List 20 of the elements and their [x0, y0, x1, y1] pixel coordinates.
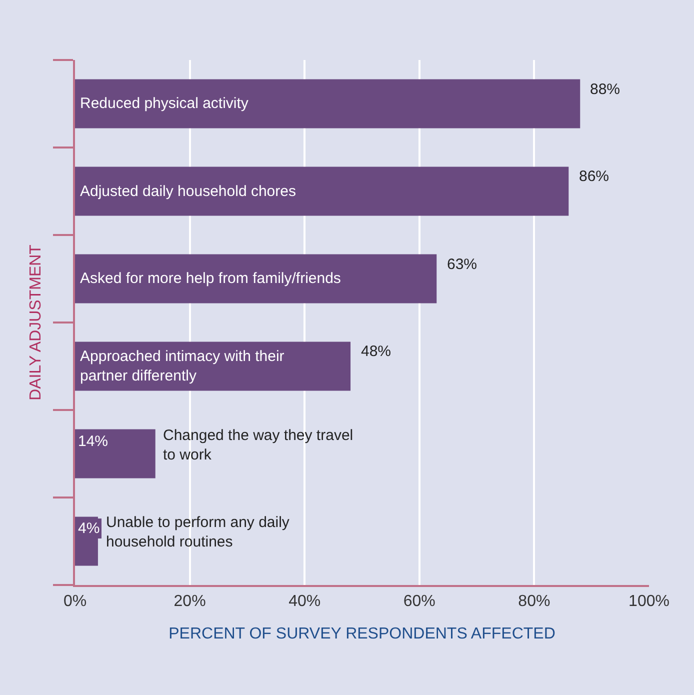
data-label: 86%: [579, 168, 610, 185]
y-tick-label: Changed the way they travel to work: [163, 427, 354, 464]
data-label: 14%: [78, 433, 108, 450]
y-tick-label: Unable to perform any daily household routines: [106, 514, 290, 550]
y-axis-title: DAILY ADJUSTMENT: [27, 244, 44, 400]
x-tick-label: 60%: [403, 593, 436, 610]
data-label: 4%: [78, 520, 100, 537]
x-tick-label: 0%: [63, 593, 87, 610]
x-axis-title: PERCENT OF SURVEY RESPONDENTS AFFECTED: [168, 625, 556, 642]
y-tick-label: Adjusted daily household chores: [80, 183, 296, 200]
y-tick-label: Reduced physical activity: [80, 95, 249, 112]
x-tick-label: 40%: [288, 593, 321, 610]
x-tick-label: 20%: [174, 593, 206, 610]
y-tick-label: Asked for more help from family/friends: [80, 270, 341, 287]
y-tick-label: Approached intimacy with their partner differently: [80, 348, 284, 384]
x-tick-label: 80%: [518, 593, 550, 610]
data-label: 48%: [361, 343, 392, 360]
data-label: 88%: [590, 81, 620, 98]
data-label: 63%: [447, 256, 478, 273]
x-tick-label: 100%: [628, 593, 670, 610]
